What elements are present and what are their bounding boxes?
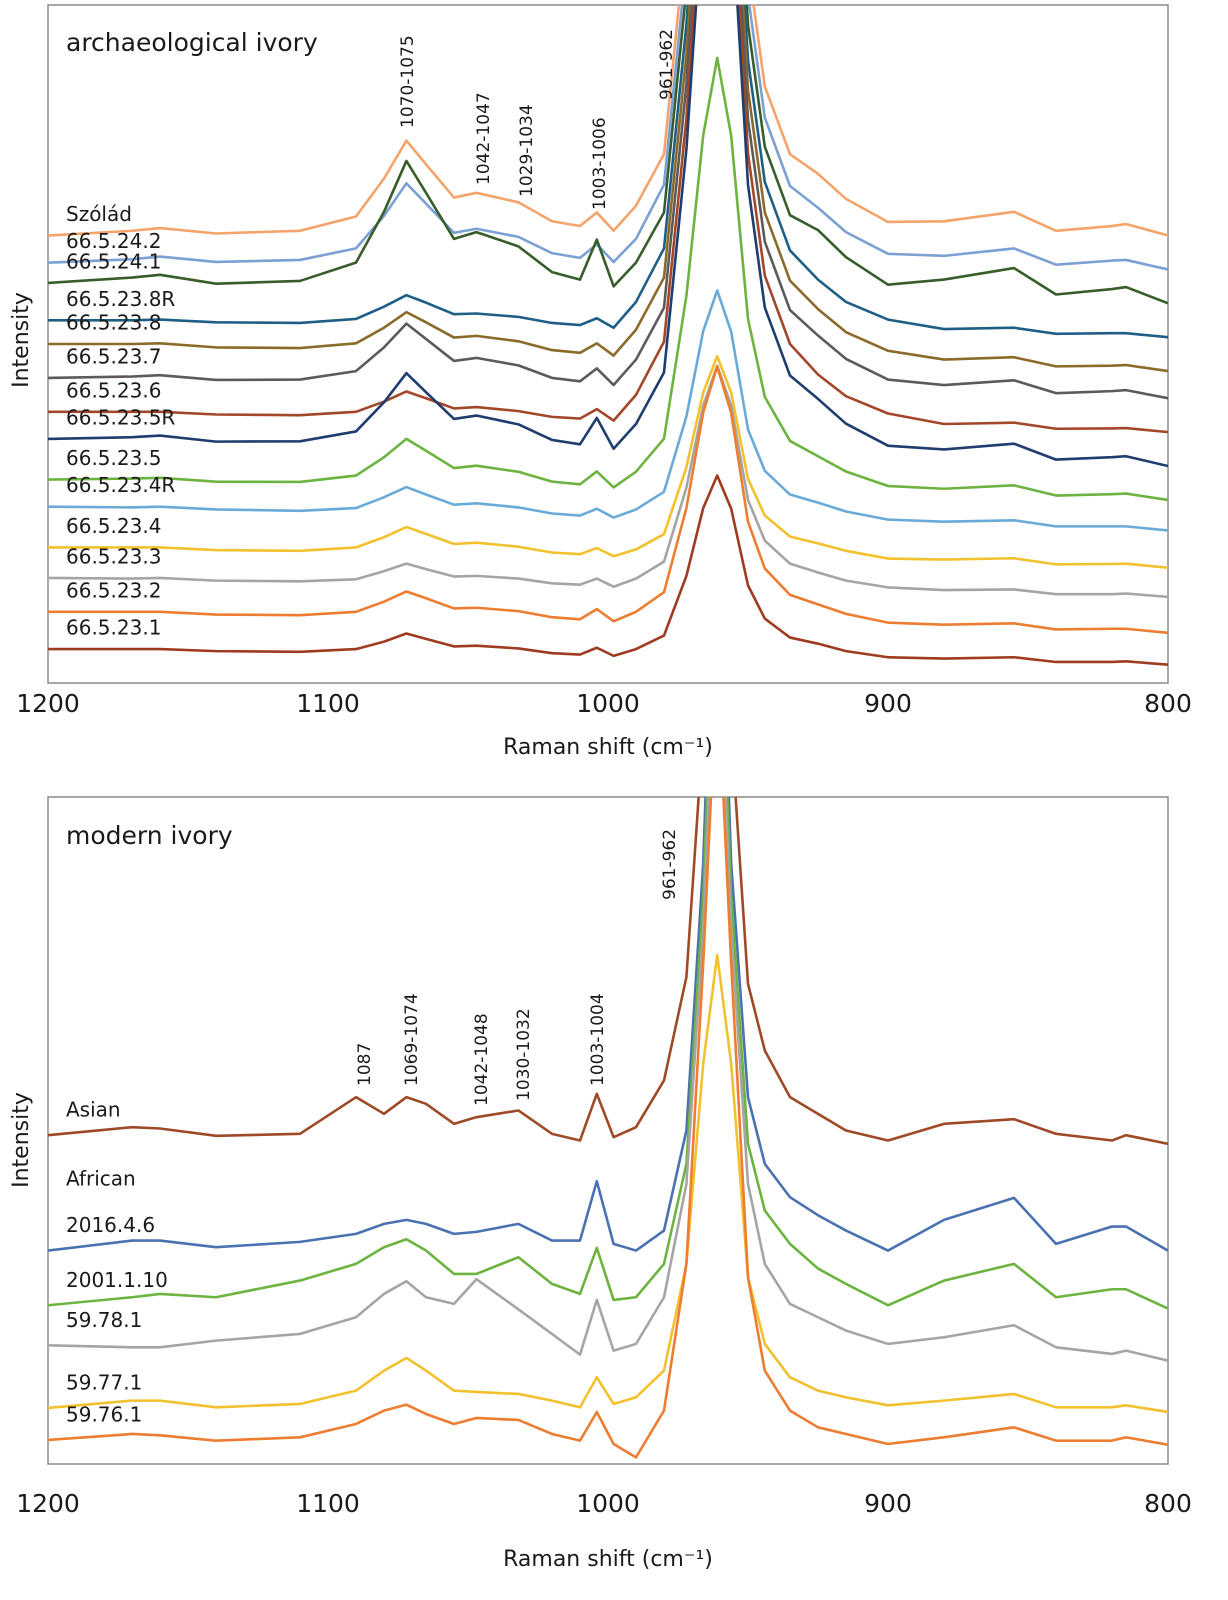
x-tick-label: 800 (1144, 1489, 1192, 1518)
panel: 1200 1100 1000 900 800 Raman shift (cm⁻¹) Inte… (9, 796, 1192, 1572)
peak-annotation: 1087 (355, 1043, 375, 1086)
series-label: 66.5.24.1 (66, 249, 161, 273)
peak-annotation: 1042-1048 (472, 1013, 492, 1106)
panel-title: archaeological ivory (66, 28, 318, 57)
peak-annotation: 1029-1034 (517, 104, 537, 197)
peak-annotation: 961-962 (660, 829, 680, 900)
series-label: 59.78.1 (66, 1308, 142, 1332)
x-tick-label: 900 (864, 1489, 912, 1518)
peak-annotation: 961-962 (657, 29, 677, 100)
plot-area (48, 797, 1168, 1459)
spectrum-line (48, 56, 1168, 502)
x-tick-label: 1000 (576, 689, 640, 718)
x-tick-label: 1200 (16, 689, 80, 718)
peak-annotation: 1003-1006 (590, 117, 610, 210)
series-label: 59.77.1 (66, 1370, 142, 1394)
spectrum-line (48, 797, 1168, 1459)
spectrum-line (48, 797, 1168, 1362)
spectrum-line (48, 5, 1168, 400)
spectrum-line (48, 289, 1168, 532)
y-axis-title: Intensity (9, 1092, 34, 1188)
spectrum-line (48, 797, 1168, 1146)
x-tick-label: 900 (864, 689, 912, 718)
series-label: 66.5.23.6 (66, 378, 161, 402)
panel: 1200 1100 1000 900 800 Raman shift (cm⁻¹) Inte… (9, 4, 1192, 760)
spectrum-line (48, 797, 1168, 1252)
panel-title: modern ivory (66, 821, 233, 850)
series-label: 66.5.23.5 (66, 446, 161, 470)
plot-frame (47, 796, 1169, 1465)
series-label: 2016.4.6 (66, 1213, 155, 1237)
series-label: 66.5.23.4R (66, 473, 175, 497)
x-tick-label: 1200 (16, 1489, 80, 1518)
x-tick-label: 1100 (296, 1489, 360, 1518)
series-label: 66.5.23.2 (66, 578, 161, 602)
plot-area (48, 5, 1168, 666)
peak-annotation: 1070-1075 (398, 35, 418, 128)
spectrum-line (48, 354, 1168, 570)
peak-annotation: 1042-1047 (474, 92, 494, 185)
x-tick-label: 800 (1144, 689, 1192, 718)
x-tick-label: 1000 (576, 1489, 640, 1518)
series-label: 66.5.24.2 (66, 229, 161, 253)
x-axis-title: Raman shift (cm⁻¹) (503, 735, 713, 760)
spectrum-line (48, 797, 1168, 1310)
spectrum-line (48, 5, 1168, 271)
series-label: 66.5.23.8 (66, 311, 161, 335)
spectrum-line (48, 365, 1168, 635)
peak-annotation: 1003-1004 (588, 993, 608, 1086)
spectrum-line (48, 953, 1168, 1414)
series-label: 66.5.23.8R (66, 287, 175, 311)
series-label: Asian (66, 1098, 121, 1122)
group-label: African (66, 1167, 136, 1191)
spectrum-line (48, 5, 1168, 434)
spectrum-line (48, 5, 1168, 468)
series-label: 66.5.23.4 (66, 514, 161, 538)
spectrum-line (48, 5, 1168, 305)
spectrum-line (48, 364, 1168, 599)
x-axis-title: Raman shift (cm⁻¹) (503, 1547, 713, 1572)
spectrum-line (48, 5, 1168, 237)
series-label: 66.5.23.7 (66, 344, 161, 368)
series-label: 66.5.23.1 (66, 616, 161, 640)
series-label: 66.5.23.3 (66, 544, 161, 568)
spectrum-line (48, 474, 1168, 666)
spectrum-line (48, 5, 1168, 373)
series-label: Szólád (66, 202, 132, 226)
peak-annotation: 1030-1032 (514, 1008, 534, 1101)
series-label: 66.5.23.5R (66, 405, 175, 429)
series-label: 2001.1.10 (66, 1268, 168, 1292)
y-axis-title: Intensity (9, 292, 34, 388)
peak-annotation: 1069-1074 (402, 993, 422, 1086)
x-tick-label: 1100 (296, 689, 360, 718)
spectrum-line (48, 5, 1168, 339)
series-label: 59.76.1 (66, 1402, 142, 1426)
